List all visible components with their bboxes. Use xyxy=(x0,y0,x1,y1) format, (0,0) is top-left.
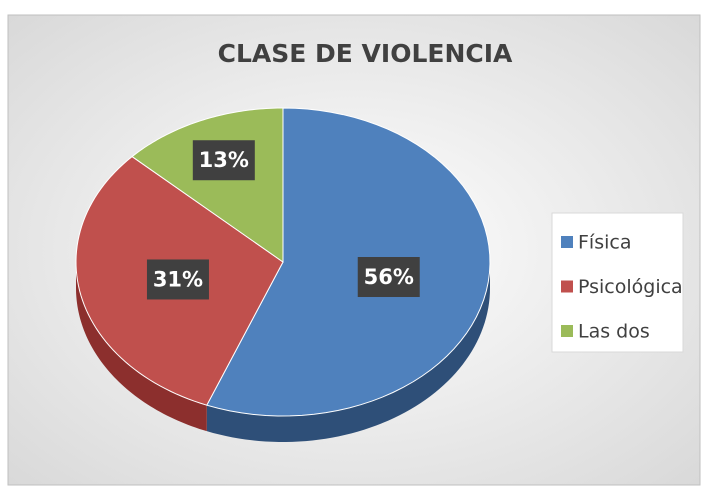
chart-title: CLASE DE VIOLENCIA xyxy=(218,39,513,68)
data-label: 13% xyxy=(199,148,249,172)
legend-label: Física xyxy=(578,232,631,254)
legend-label: Psicológica xyxy=(578,276,683,298)
data-label: 31% xyxy=(153,267,203,291)
legend-swatch xyxy=(561,325,573,337)
legend-items: Física Psicológica Las dos xyxy=(561,232,683,343)
slice xyxy=(206,107,491,417)
legend-swatch xyxy=(561,236,573,248)
data-label-box xyxy=(192,140,255,181)
slice-side xyxy=(76,262,207,432)
legend xyxy=(551,212,684,353)
pie: 56% 31% 13% xyxy=(75,107,491,442)
legend-label: Las dos xyxy=(578,321,650,343)
data-label: 56% xyxy=(364,265,414,289)
slice-side xyxy=(206,262,490,442)
legend-swatch xyxy=(561,280,573,293)
data-label-box xyxy=(357,257,420,298)
data-label-box xyxy=(146,259,209,300)
